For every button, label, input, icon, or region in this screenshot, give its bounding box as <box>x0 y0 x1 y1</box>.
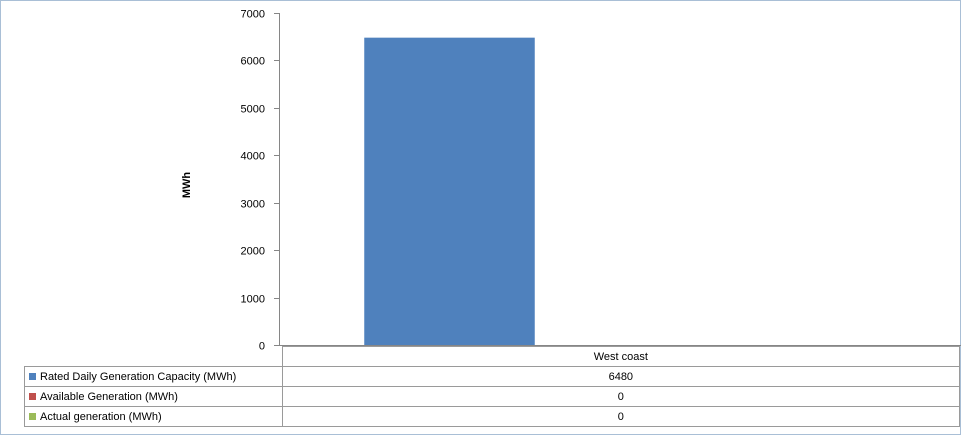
data-label: 6480 <box>281 366 961 387</box>
data-table-row: Actual generation (MWh) 0 <box>24 406 961 427</box>
legend-swatch <box>29 372 36 380</box>
y-tick-label: 3000 <box>241 199 265 211</box>
y-tick-label: 4000 <box>241 151 265 163</box>
category-label: West coast <box>281 346 961 367</box>
y-tick-label: 2000 <box>241 246 265 258</box>
data-table-header-row: West coast <box>24 346 961 367</box>
y-tick-label: 5000 <box>241 104 265 116</box>
y-tick-label: 1000 <box>241 294 265 306</box>
data-label: 0 <box>281 406 961 427</box>
legend-label: Actual generation (MWh) <box>40 410 162 423</box>
data-label: 0 <box>281 386 961 407</box>
data-table-row: Rated Daily Generation Capacity (MWh) 64… <box>24 366 961 387</box>
bar <box>364 37 535 346</box>
data-table-row: Available Generation (MWh) 0 <box>24 386 961 407</box>
data-table-corner <box>24 346 283 367</box>
legend-label: Rated Daily Generation Capacity (MWh) <box>40 370 237 383</box>
legend-label: Available Generation (MWh) <box>40 390 178 403</box>
y-tick-label: 6000 <box>241 56 265 68</box>
y-tick-label: 7000 <box>241 9 265 21</box>
legend-swatch <box>29 392 36 400</box>
legend-entry-actual-generation: Actual generation (MWh) <box>24 406 283 427</box>
data-table: West coast Rated Daily Generation Capaci… <box>24 346 961 427</box>
y-axis-title: MWh <box>181 172 193 199</box>
legend-entry-rated-capacity: Rated Daily Generation Capacity (MWh) <box>24 366 283 387</box>
legend-entry-available-generation: Available Generation (MWh) <box>24 386 283 407</box>
legend-swatch <box>29 412 36 420</box>
